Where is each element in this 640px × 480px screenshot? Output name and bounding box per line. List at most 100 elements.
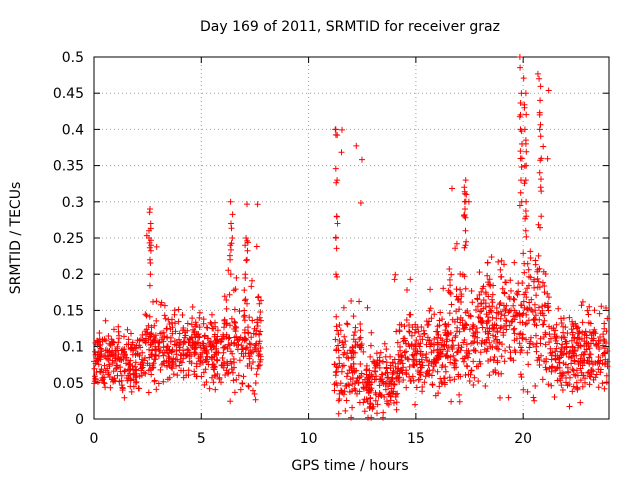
data-point: [532, 307, 539, 314]
data-point: [517, 64, 524, 71]
data-point: [202, 357, 209, 364]
data-point: [383, 398, 390, 405]
data-point: [587, 320, 594, 327]
data-point: [238, 342, 245, 349]
data-point: [156, 347, 163, 354]
data-point: [470, 347, 477, 353]
data-point: [413, 337, 420, 344]
y-tick-label: 0: [75, 412, 84, 428]
data-point: [461, 337, 468, 343]
data-point: [256, 358, 263, 365]
data-point: [394, 339, 401, 346]
data-point: [412, 326, 419, 333]
data-point: [519, 334, 526, 341]
data-point: [188, 321, 195, 328]
data-point: [518, 374, 525, 380]
data-points: [91, 54, 611, 421]
data-point: [479, 285, 486, 292]
data-point: [460, 358, 467, 365]
data-point: [343, 320, 350, 327]
data-point: [254, 365, 261, 372]
data-point: [332, 131, 339, 138]
data-point: [546, 339, 553, 346]
data-point: [563, 344, 570, 351]
data-point: [127, 346, 134, 353]
data-point: [540, 143, 547, 150]
data-point: [149, 347, 156, 354]
data-point: [132, 359, 139, 366]
data-point: [507, 355, 514, 362]
data-point: [405, 356, 412, 363]
data-point: [338, 149, 345, 156]
data-point: [591, 307, 598, 314]
data-point: [516, 202, 523, 209]
data-point: [535, 252, 542, 259]
data-point: [147, 260, 154, 266]
data-point: [156, 339, 163, 346]
data-point: [121, 368, 128, 375]
data-point: [523, 311, 530, 318]
data-point: [540, 321, 547, 328]
data-point: [582, 379, 588, 386]
data-point: [487, 282, 494, 289]
data-point: [485, 358, 492, 364]
data-point: [372, 397, 379, 404]
y-tick-label: 0.4: [62, 122, 84, 138]
data-point: [231, 389, 238, 396]
data-point: [506, 294, 512, 300]
data-point: [548, 368, 555, 375]
data-point: [468, 340, 475, 347]
data-point: [392, 271, 399, 278]
data-point: [462, 190, 468, 197]
data-point: [242, 242, 249, 249]
data-point: [463, 191, 470, 198]
data-point: [488, 254, 495, 260]
data-point: [354, 390, 360, 397]
data-point: [227, 271, 234, 278]
data-point: [340, 351, 347, 358]
data-point: [576, 330, 582, 337]
data-point: [538, 176, 544, 183]
data-point: [384, 369, 391, 376]
data-point: [542, 341, 549, 348]
data-point: [420, 327, 427, 334]
data-point: [175, 318, 182, 325]
data-point: [564, 330, 571, 337]
data-point: [225, 267, 232, 274]
data-point: [532, 383, 539, 389]
data-point: [421, 379, 428, 386]
data-point: [232, 323, 239, 330]
data-point: [229, 211, 236, 218]
data-point: [132, 379, 139, 386]
data-point: [502, 279, 509, 286]
data-point: [508, 318, 515, 325]
data-point: [189, 304, 196, 310]
data-point: [450, 352, 457, 359]
data-point: [403, 384, 410, 391]
data-point: [196, 309, 203, 316]
data-point: [336, 360, 343, 367]
data-point: [537, 97, 544, 104]
data-point: [222, 372, 229, 378]
data-point: [393, 399, 400, 406]
data-point: [463, 341, 470, 348]
data-point: [383, 346, 390, 353]
data-point: [406, 311, 413, 318]
data-point: [398, 354, 405, 361]
data-point: [171, 307, 178, 314]
data-point: [368, 414, 375, 421]
data-point: [191, 368, 198, 375]
data-point: [569, 388, 576, 395]
data-point: [331, 387, 338, 394]
data-point: [470, 358, 477, 365]
data-point: [579, 298, 586, 305]
data-point: [482, 328, 489, 335]
data-point: [571, 352, 578, 359]
data-point: [534, 266, 541, 273]
data-point: [554, 340, 561, 347]
data-point: [257, 317, 264, 324]
data-point: [521, 101, 528, 108]
data-point: [426, 307, 433, 314]
data-point: [125, 361, 132, 368]
data-point: [601, 320, 608, 327]
